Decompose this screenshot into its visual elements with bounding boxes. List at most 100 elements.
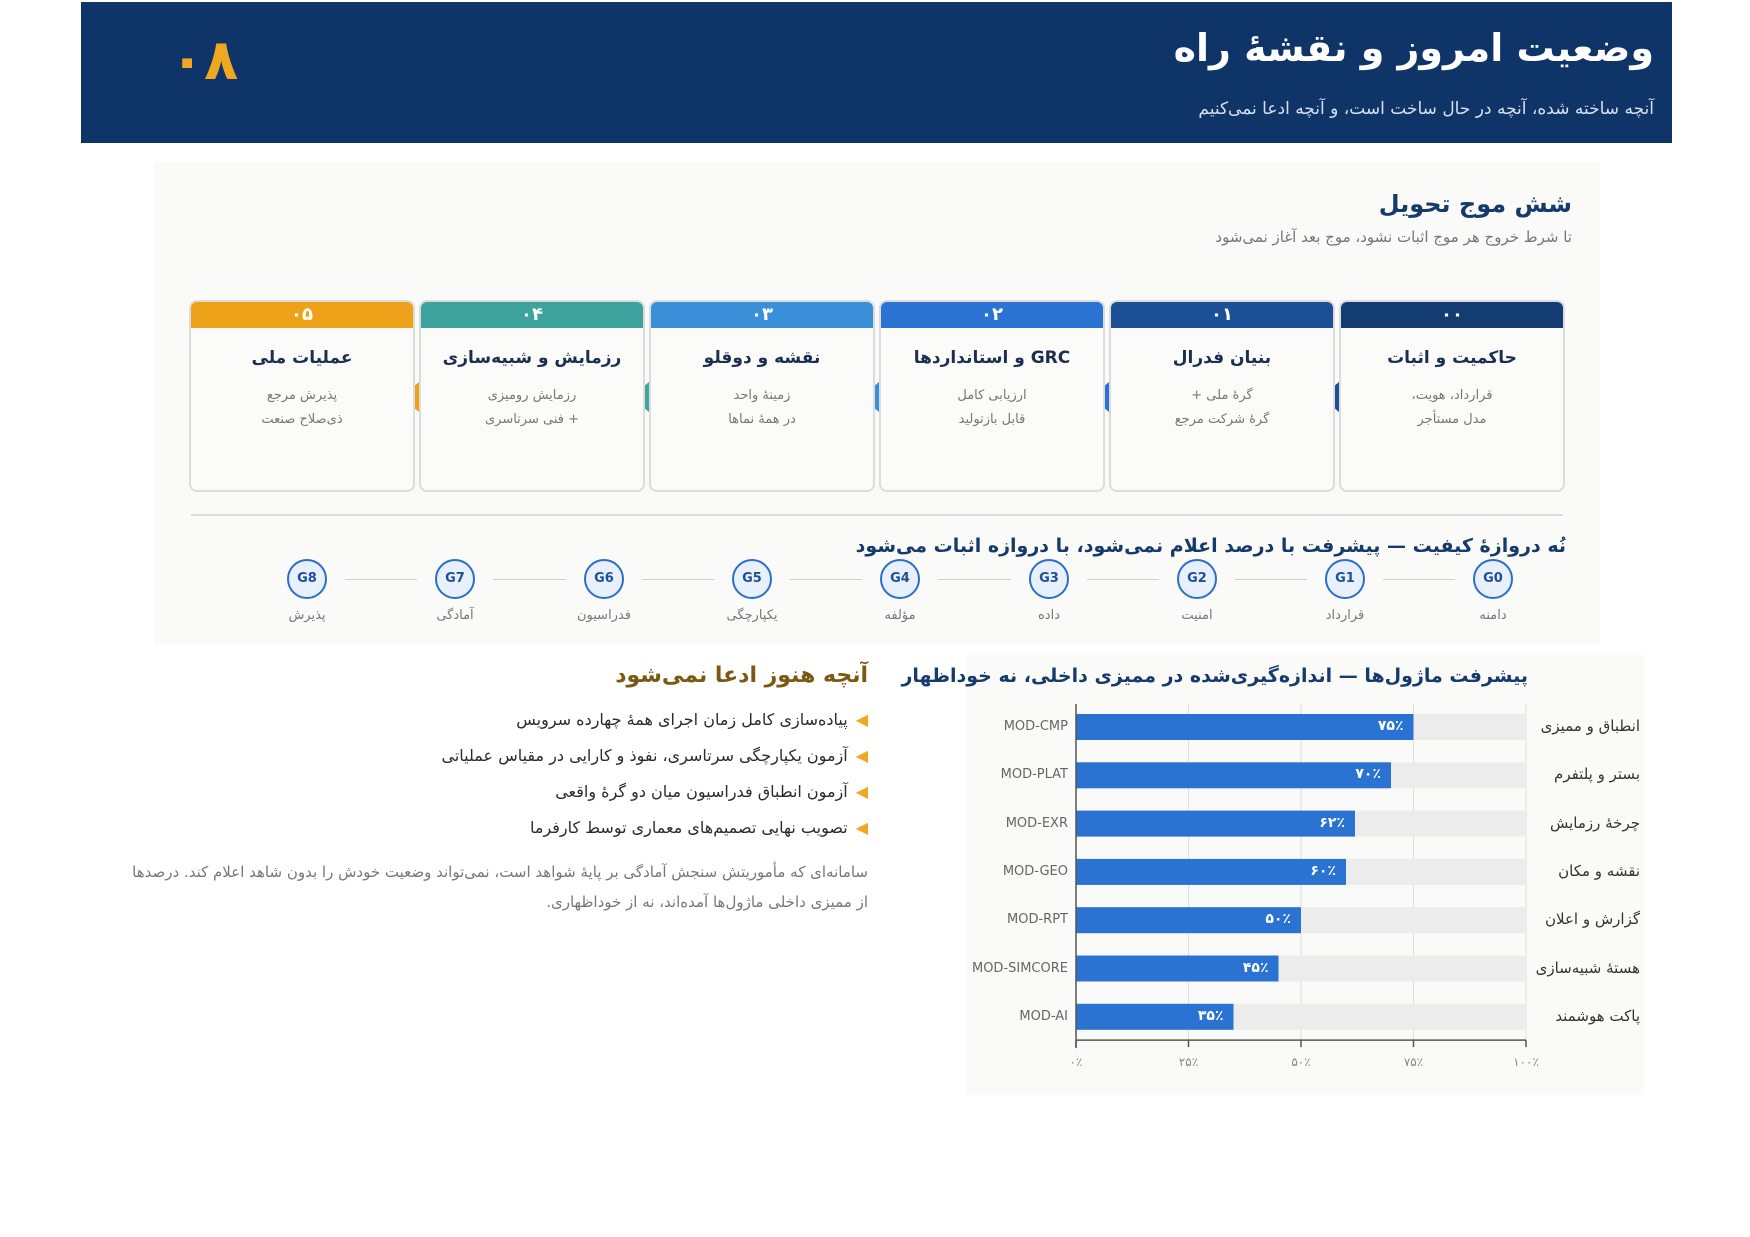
wave-card-number: ۰۲: [881, 302, 1103, 328]
bar-value-label: ۷۰٪: [1355, 766, 1381, 783]
waves-subtitle: تا شرط خروج هر موج اثبات نشود، موج بعد آ…: [1215, 228, 1572, 246]
gate-connector: [1235, 579, 1307, 580]
gate-label: داده: [1037, 608, 1060, 623]
bar: [1076, 907, 1301, 934]
wave-card-title: بنیان فدرال: [1172, 348, 1272, 368]
gate-connector: [345, 579, 417, 580]
module-name-label: بستر و پلتفرم: [1554, 765, 1640, 784]
bar-value-label: ۶۲٪: [1319, 814, 1345, 831]
module-name-label: چرخهٔ رزمایش: [1549, 813, 1640, 832]
bar: [1076, 714, 1414, 740]
wave-card-line: مدل مستأجر: [1417, 412, 1487, 427]
triangle-bullet-icon: ◀: [855, 818, 868, 837]
wave-card: ۰۴ رزمایش و شبیه‌سازی رزمایش رومیزی + فنی س…: [419, 300, 645, 492]
page-number: ۰۸: [170, 28, 239, 93]
gate-badge: G3: [1029, 559, 1069, 599]
gate-label: پذیرش: [288, 608, 326, 623]
wave-card-title: GRC و استانداردها: [913, 348, 1071, 368]
wave-card-line: گرهٔ شرکت مرجع: [1174, 412, 1270, 427]
bar: [1076, 858, 1346, 885]
x-tick-label: ۲۵٪: [1178, 1055, 1199, 1070]
wave-card: ۰۳ نقشه و دوقلو زمینهٔ واحد در همهٔ نماها: [649, 300, 875, 492]
gate-connector: [938, 579, 1011, 580]
gate-badge: G2: [1177, 559, 1217, 599]
module-name-label: گزارش و اعلان: [1544, 910, 1640, 929]
not-claimed-item: ◀ تصویب نهایی تصمیم‌های معماری توسط کارفر…: [530, 818, 868, 837]
wave-card-line: ذی‌صلاح صنعت: [261, 412, 343, 427]
wave-card-title: عملیات ملی: [251, 348, 353, 368]
triangle-bullet-icon: ◀: [855, 782, 868, 801]
bar: [1076, 955, 1279, 982]
not-claimed-text: تصویب نهایی تصمیم‌های معماری توسط کارفرم…: [530, 818, 848, 837]
not-claimed-item: ◀ آزمون انطباق فدراسیون میان دو گرهٔ واقع…: [555, 782, 868, 801]
gate-label: آمادگی: [436, 608, 474, 623]
wave-card: ۰۱ بنیان فدرال گرهٔ ملی + گرهٔ شرکت مرجع: [1109, 300, 1335, 492]
waves-title: شش موج تحویل: [1378, 190, 1572, 218]
gate-badge: G0: [1473, 559, 1513, 599]
wave-card-number: ۰۳: [651, 302, 873, 328]
wave-card-title: حاکمیت و اثبات: [1387, 348, 1517, 368]
module-code-label: MOD-CMP: [1003, 719, 1068, 734]
module-code-label: MOD-RPT: [1007, 912, 1068, 928]
chart-title: پیشرفت ماژول‌ها — اندازه‌گیری‌شده در ممی…: [901, 665, 1528, 687]
gate-label: مؤلفه: [884, 608, 916, 623]
not-claimed-item: ◀ آزمون یکپارچگی سرتاسری، نفوذ و کارایی د…: [442, 746, 868, 765]
module-name-label: انطباق و ممیزی: [1540, 717, 1640, 735]
module-name-label: هستهٔ شبیه‌سازی: [1535, 958, 1640, 977]
bar-value-label: ۳۵٪: [1197, 1007, 1224, 1024]
gate-connector: [493, 579, 566, 580]
not-claimed-text: آزمون انطباق فدراسیون میان دو گرهٔ واقعی: [555, 782, 848, 801]
page-subtitle: آنچه ساخته شده، آنچه در حال ساخت است، و …: [1198, 99, 1654, 119]
page-title: وضعیت امروز و نقشهٔ راه: [1173, 26, 1654, 70]
x-tick-label: ۷۵٪: [1403, 1055, 1424, 1070]
wave-card-line: ارزیابی کامل: [957, 388, 1027, 403]
gate-badge: G1: [1325, 559, 1365, 599]
gate-label: امنیت: [1181, 608, 1213, 623]
wave-card-number: ۰۵: [191, 302, 413, 328]
x-tick-label: ۱۰۰٪: [1513, 1055, 1539, 1070]
gate-badge: G6: [584, 559, 624, 599]
gate-badge: G7: [435, 559, 475, 599]
gate-badge: G5: [732, 559, 772, 599]
gates-title: نُه دروازهٔ کیفیت — پیشرفت با درصد اعلام…: [855, 535, 1566, 557]
wave-card-number: ۰۱: [1111, 302, 1333, 328]
not-claimed-text: پیاده‌سازی کامل زمان اجرای همهٔ چهارده س…: [516, 710, 848, 729]
x-tick-label: ۰٪: [1069, 1055, 1083, 1070]
bar-value-label: ۴۵٪: [1242, 959, 1269, 976]
not-claimed-title: آنچه هنوز ادعا نمی‌شود: [615, 663, 868, 688]
wave-card-line: رزمایش رومیزی: [487, 388, 577, 403]
bar-value-label: ۷۵٪: [1377, 718, 1404, 734]
module-code-label: MOD-PLAT: [1000, 767, 1068, 783]
module-code-label: MOD-SIMCORE: [971, 960, 1068, 976]
gate-connector: [790, 579, 862, 580]
wave-card-line: گرهٔ ملی +: [1191, 388, 1253, 403]
module-name-label: پاکت هوشمند: [1555, 1006, 1640, 1025]
x-tick-label: ۵۰٪: [1291, 1055, 1311, 1070]
gate-label: دامنه: [1479, 608, 1507, 623]
header-bar: [81, 2, 1672, 143]
bar: [1076, 762, 1391, 789]
wave-card: ۰۲ GRC و استانداردها ارزیابی کامل قابل بازت…: [879, 300, 1105, 492]
wave-card: ۰۵ عملیات ملی پذیرش مرجع ذی‌صلاح صنعت: [189, 300, 415, 492]
gate-label: یکپارچگی: [726, 608, 778, 623]
wave-card-line: پذیرش مرجع: [266, 388, 338, 403]
gate-label: فدراسیون: [576, 608, 631, 623]
bar-value-label: ۵۰٪: [1265, 911, 1291, 928]
wave-card-line: زمینهٔ واحد: [733, 388, 791, 403]
gate-badge: G8: [287, 559, 327, 599]
wave-card-number: ۰۰: [1341, 302, 1563, 328]
bar-value-label: ۶۰٪: [1310, 862, 1336, 879]
gate-badge: G4: [880, 559, 920, 599]
module-code-label: MOD-AI: [1019, 1008, 1068, 1024]
wave-card-number: ۰۴: [421, 302, 643, 328]
wave-card-line: + فنی سرتاسری: [484, 412, 579, 427]
module-name-label: نقشه و مکان: [1558, 861, 1640, 880]
triangle-bullet-icon: ◀: [855, 746, 868, 765]
gate-connector: [642, 579, 714, 580]
module-code-label: MOD-GEO: [1002, 863, 1068, 879]
divider: [191, 514, 1563, 516]
bar: [1076, 810, 1355, 837]
gate-connector: [1383, 579, 1455, 580]
not-claimed-note: سامانه‌ای که مأموریتش سنجش آمادگی بر پای…: [132, 863, 868, 911]
